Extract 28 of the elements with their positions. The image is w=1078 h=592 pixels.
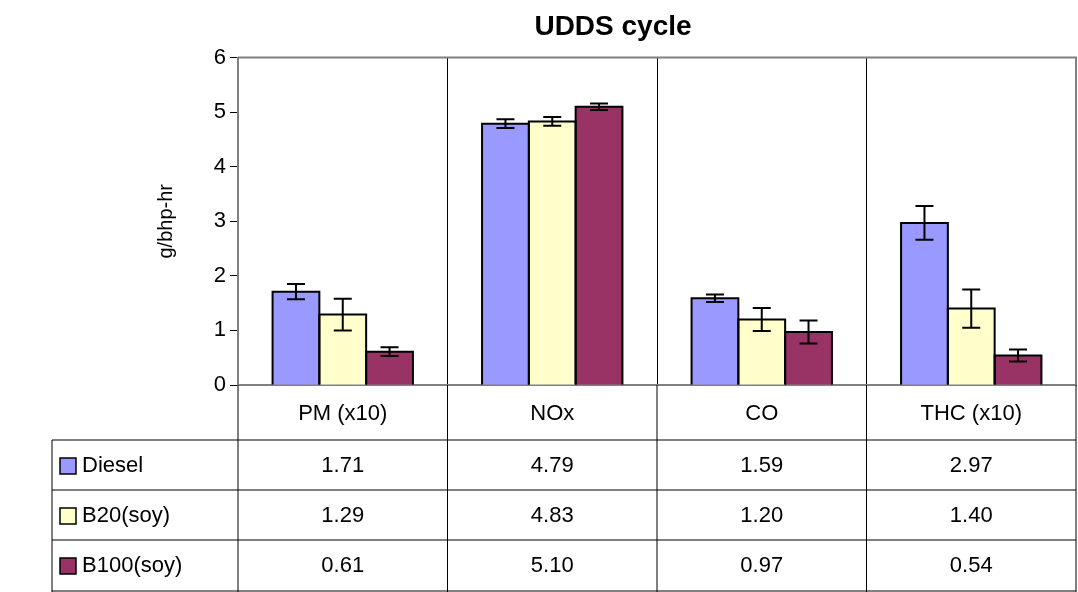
y-tick-label: 4 <box>213 152 226 178</box>
x-tick-label: THC (x10) <box>920 400 1022 426</box>
data-label: 1.29 <box>321 502 365 528</box>
x-tick-label: PM (x10) <box>298 400 388 426</box>
y-axis-title: g/bhp-hr <box>153 183 176 259</box>
data-label: 1.71 <box>321 452 365 478</box>
legend-label: B100(soy) <box>82 552 183 578</box>
data-label: 0.54 <box>949 552 993 578</box>
data-label: 0.97 <box>740 552 784 578</box>
y-tick-label: 0 <box>213 371 226 397</box>
y-tick-label: 1 <box>213 316 226 342</box>
data-label: 4.79 <box>530 452 574 478</box>
data-label: 1.59 <box>740 452 784 478</box>
y-tick-label: 6 <box>213 43 226 69</box>
data-label: 4.83 <box>530 502 574 528</box>
y-tick-label: 5 <box>213 98 226 124</box>
data-label: 1.40 <box>949 502 993 528</box>
legend-label: Diesel <box>82 452 144 478</box>
legend-label: B20(soy) <box>82 502 171 528</box>
data-label: 1.20 <box>740 502 784 528</box>
x-tick-label: CO <box>745 400 779 426</box>
chart-title: UDDS cycle <box>534 9 692 41</box>
y-tick-label: 3 <box>213 207 226 233</box>
data-label: 0.61 <box>321 552 365 578</box>
y-tick-label: 2 <box>213 261 226 287</box>
x-tick-label: NOx <box>530 400 575 426</box>
data-label: 2.97 <box>949 452 993 478</box>
data-label: 5.10 <box>530 552 574 578</box>
